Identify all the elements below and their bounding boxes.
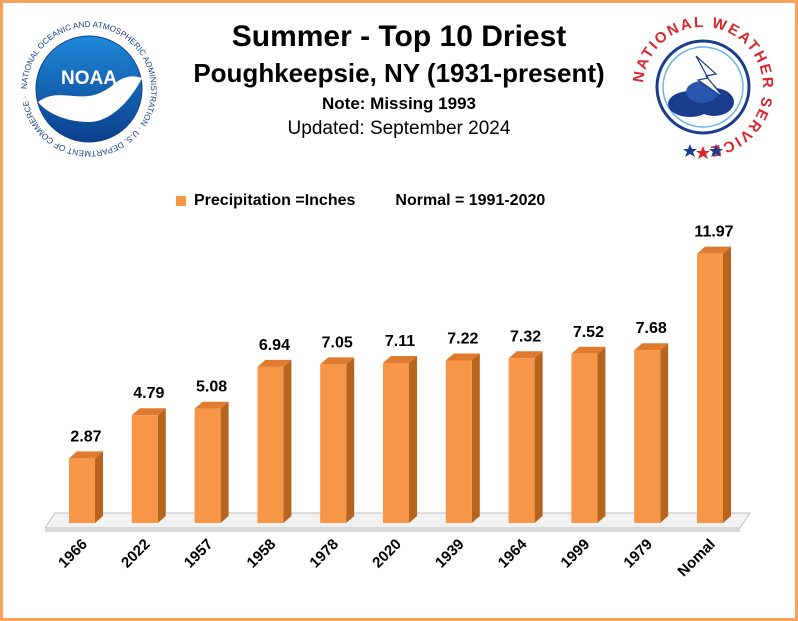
bar-front	[697, 253, 723, 524]
data-label: 11.97	[694, 224, 733, 241]
x-tick-label: 1978	[306, 536, 342, 572]
bar-top	[131, 408, 166, 416]
noaa-logo-text: NOAA	[61, 68, 117, 89]
bar-top	[194, 401, 229, 409]
bar	[634, 343, 669, 523]
bar-front	[257, 366, 284, 523]
chart-legend: Precipitation =Inches Normal = 1991-2020	[176, 192, 545, 210]
data-label: 7.52	[573, 324, 604, 341]
data-label: 5.08	[196, 379, 227, 396]
bar	[445, 353, 480, 523]
bar	[571, 346, 606, 523]
bar-front	[194, 408, 221, 523]
bar-side	[409, 356, 417, 523]
bar-top	[320, 357, 355, 365]
x-tick-label: 1999	[558, 536, 594, 572]
x-tick-label: 2020	[369, 536, 405, 572]
x-tick-labels-group: 1966 2022 1957 1958 1978 2020 1939 1964 1999 1979…	[55, 535, 719, 580]
bar	[131, 408, 166, 523]
noaa-logo: NATIONAL OCEANIC AND ATMOSPHERIC ADMINIS…	[17, 17, 161, 161]
bar	[69, 451, 103, 523]
legend-normal-label: Normal = 1991-2020	[395, 192, 546, 209]
x-tick-label: 1939	[432, 536, 468, 572]
bar-top	[257, 359, 292, 367]
bar-top	[508, 351, 543, 359]
chart-subtitle: Poughkeepsie, NY (1931-present)	[193, 58, 605, 88]
data-label: 7.32	[510, 328, 541, 345]
bar-front	[383, 363, 409, 523]
x-tick-label: 1979	[620, 536, 656, 572]
data-label: 7.11	[385, 333, 415, 350]
bar-side	[597, 346, 606, 523]
x-tick-label: 1964	[495, 535, 531, 571]
bar	[697, 246, 731, 524]
bar-side	[471, 353, 480, 523]
bar-top	[571, 346, 606, 354]
bar-side	[95, 451, 103, 523]
bar-front	[508, 358, 535, 523]
bar-front	[320, 364, 347, 523]
bar-side	[346, 357, 355, 523]
x-tick-label: 1958	[244, 536, 280, 572]
bar	[320, 357, 355, 523]
x-tick-label: 1957	[181, 536, 217, 572]
bar-side	[660, 343, 669, 523]
bar	[194, 401, 229, 523]
bar	[508, 351, 543, 523]
bar-front	[445, 360, 472, 523]
bar-side	[723, 246, 731, 524]
bar-side	[157, 408, 166, 523]
data-label: 2.87	[70, 428, 101, 445]
bar-top	[634, 343, 669, 351]
legend-series-label: Precipitation =Inches	[194, 192, 356, 209]
legend-swatch	[176, 196, 186, 206]
data-label: 4.79	[133, 385, 164, 402]
bar-front	[69, 458, 95, 523]
bar-front	[571, 353, 598, 523]
data-labels-group: 2.87 4.79 5.08 6.94 7.05 7.11 7.22 7.32 7.52 7.68…	[70, 224, 733, 446]
data-label: 6.94	[259, 337, 290, 354]
chart-floor-edge	[45, 528, 740, 532]
bar	[257, 359, 292, 523]
chart-title: Summer - Top 10 Driest	[231, 20, 567, 53]
x-tick-label: Nomal	[674, 536, 718, 580]
data-label: 7.68	[636, 320, 667, 337]
bar-side	[534, 351, 543, 523]
x-tick-label: 2022	[118, 536, 154, 572]
updated-date: Updated: September 2024	[287, 118, 511, 139]
bar-top	[697, 246, 731, 254]
data-label: 7.22	[447, 331, 478, 348]
bar-front	[131, 415, 158, 523]
x-tick-label: 1966	[55, 536, 91, 572]
bar	[383, 356, 417, 523]
chart-titles: Summer - Top 10 Driest Poughkeepsie, NY …	[0, 18, 798, 142]
bar-front	[634, 350, 661, 523]
nws-logo: NATIONAL WEATHER SERVICE	[630, 14, 775, 160]
bar-top	[383, 356, 417, 364]
bar-top	[445, 353, 480, 361]
bars-group	[69, 246, 731, 524]
bar-side	[220, 401, 229, 523]
bar-side	[283, 359, 292, 523]
chart-note: Note: Missing 1993	[322, 94, 476, 113]
data-label: 7.05	[322, 334, 353, 351]
bar-top	[69, 451, 103, 459]
